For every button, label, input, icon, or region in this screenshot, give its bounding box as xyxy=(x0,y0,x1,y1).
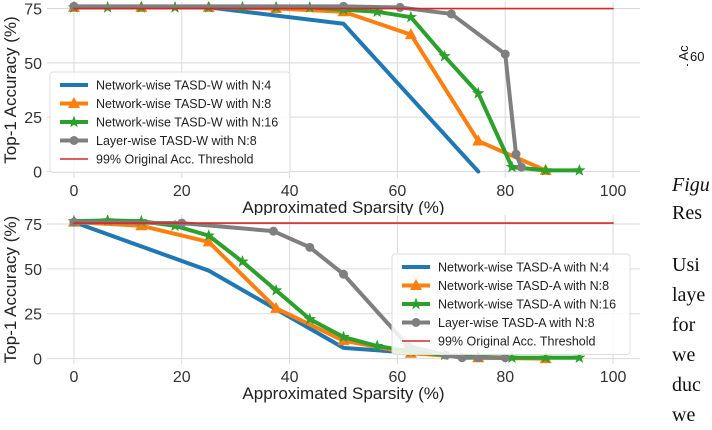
y-tick-label: 25 xyxy=(24,307,42,324)
data-point xyxy=(457,353,467,363)
chart-bottom: 0 20 40 60 80 100 0 25 50 75 Approximated Sparsity… xyxy=(1,215,640,403)
data-point xyxy=(236,255,249,267)
data-point xyxy=(303,312,316,325)
y-tick-label: 25 xyxy=(24,110,42,127)
y-tick-label: 75 xyxy=(24,217,42,234)
data-point xyxy=(539,351,552,363)
y-tick-label: 0 xyxy=(33,164,42,181)
x-tick-label: 80 xyxy=(496,183,514,200)
x-tick-label: 20 xyxy=(173,183,191,200)
x-tick-label: 100 xyxy=(600,183,627,200)
y-tick-label: 0 xyxy=(33,352,42,369)
y-axis-label: Top-1 Accuracy (%) xyxy=(1,216,20,363)
data-point xyxy=(500,49,510,59)
y-tick-label: 75 xyxy=(24,2,42,19)
legend-box xyxy=(391,253,631,355)
data-point xyxy=(339,269,348,279)
paragraph-line: duc xyxy=(672,374,701,396)
chart-top: 0 20 40 60 80 100 0 25 50 75 Approximated Sparsity… xyxy=(1,0,640,215)
x-tick-label: 0 xyxy=(70,369,79,386)
legend: Network-wise TASD-A with N:4 Network-wise… xyxy=(391,253,631,355)
y-axis-label: Top-1 Accuracy (%) xyxy=(1,16,20,163)
data-point xyxy=(269,283,283,296)
legend-entry-label: Network-wise TASD-A with N:16 xyxy=(438,298,616,312)
data-point xyxy=(202,235,215,247)
data-point xyxy=(473,353,483,363)
paragraph-line: laye xyxy=(672,284,706,306)
right-tick-fragment: 60 xyxy=(690,49,705,64)
data-point xyxy=(371,339,384,352)
data-point xyxy=(202,229,215,241)
data-point xyxy=(404,28,417,40)
data-point xyxy=(305,242,315,252)
legend-entry-label: Network-wise TASD-W with N:8 xyxy=(96,97,271,111)
data-point xyxy=(371,5,384,18)
x-tick-label: 60 xyxy=(389,369,407,386)
data-point xyxy=(69,217,79,227)
legend-swatch-marker xyxy=(68,97,80,108)
series-line xyxy=(71,220,508,360)
legend-entry-label: Network-wise TASD-A with N:8 xyxy=(438,279,609,293)
y-tick-label: 50 xyxy=(24,262,42,279)
x-axis-label: Approximated Sparsity (%) xyxy=(242,384,444,403)
data-point xyxy=(539,163,552,176)
legend-entry-label: 99% Original Acc. Threshold xyxy=(96,153,254,167)
series-3 xyxy=(69,217,510,363)
x-tick-label: 60 xyxy=(389,183,407,200)
data-point xyxy=(395,2,405,12)
legend-entry-label: Layer-wise TASD-A with N:8 xyxy=(438,316,595,330)
x-tick-label: 0 xyxy=(70,183,79,200)
legend-box xyxy=(49,71,291,173)
x-tick-label: 40 xyxy=(281,183,299,200)
x-tick-label: 20 xyxy=(173,369,191,386)
legend-swatch-marker xyxy=(410,279,422,290)
data-point xyxy=(472,134,485,146)
data-point xyxy=(438,49,451,62)
legend-swatch-marker xyxy=(67,115,81,128)
data-point xyxy=(446,9,456,19)
data-point xyxy=(69,1,79,11)
legend-swatch-marker xyxy=(409,297,423,310)
paragraph-fragment: Usi laye for we duc we xyxy=(672,250,705,430)
data-point xyxy=(516,162,526,172)
data-point xyxy=(472,86,485,99)
paragraph-line: for xyxy=(672,314,696,336)
data-point xyxy=(573,163,586,176)
paragraph-line: we xyxy=(672,344,696,366)
data-point xyxy=(511,149,521,159)
legend-swatch-marker xyxy=(411,318,421,327)
caption-res-fragment: Res xyxy=(672,202,702,224)
paragraph-line: we xyxy=(672,404,696,426)
data-point xyxy=(101,215,114,226)
data-point xyxy=(270,301,283,313)
legend-entry-label: Layer-wise TASD-W with N:8 xyxy=(96,134,257,148)
x-axis-label: Approximated Sparsity (%) xyxy=(242,198,444,215)
data-point xyxy=(505,351,519,363)
x-tick-label: 40 xyxy=(281,369,299,386)
legend-entry-label: 99% Original Acc. Threshold xyxy=(438,335,596,349)
data-point xyxy=(135,219,148,231)
x-tick-label: 100 xyxy=(600,369,627,386)
data-point xyxy=(404,10,418,23)
data-point xyxy=(500,353,510,363)
data-point xyxy=(505,160,519,173)
legend-entry-label: Network-wise TASD-W with N:16 xyxy=(96,116,278,130)
x-tick-label: 80 xyxy=(496,369,514,386)
data-point xyxy=(573,351,586,363)
legend-entry-label: Network-wise TASD-A with N:4 xyxy=(438,261,609,275)
data-point xyxy=(168,219,182,232)
legend-swatch-marker xyxy=(69,136,79,145)
data-point xyxy=(268,226,278,236)
figure-caption-fragment: Figu xyxy=(672,174,710,196)
legend-entry-label: Network-wise TASD-W with N:4 xyxy=(96,79,271,93)
y-tick-label: 50 xyxy=(24,56,42,73)
data-point xyxy=(339,1,348,11)
data-point xyxy=(337,330,350,343)
legend: Network-wise TASD-W with N:4 Network-wise… xyxy=(49,71,291,173)
paragraph-line: Usi xyxy=(672,254,700,276)
